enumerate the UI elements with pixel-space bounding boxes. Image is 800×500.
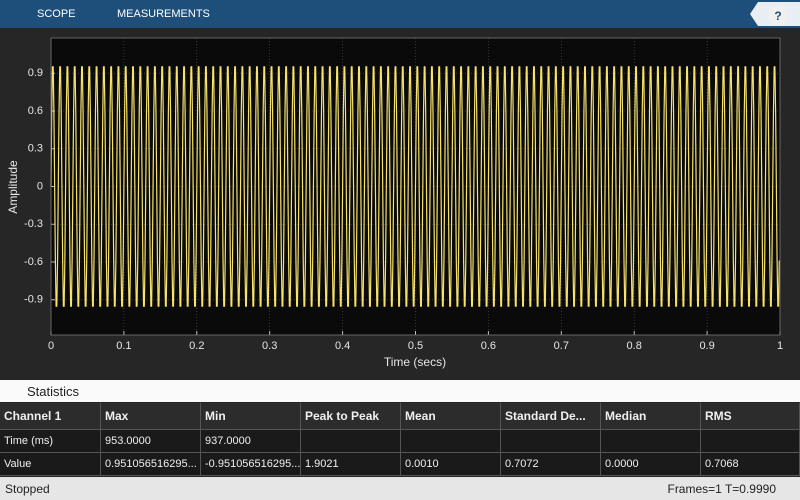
- tab[interactable]: MEASUREMENTS: [117, 8, 210, 20]
- table-cell: 937.0000: [201, 430, 301, 453]
- y-tick-label: -0.9: [24, 294, 43, 306]
- x-tick-label: 0.5: [408, 340, 423, 352]
- y-tick-label: 0.9: [28, 67, 43, 79]
- x-axis-label: Time (secs): [384, 355, 446, 369]
- statistics-table: Channel 1MaxMinPeak to PeakMeanStandard …: [0, 403, 800, 476]
- table-cell: -0.951056516295...: [201, 453, 301, 476]
- status-bar: Stopped Frames=1 T=0.9990: [0, 477, 800, 500]
- x-tick-label: 1: [777, 340, 783, 352]
- y-tick-label: 0: [37, 180, 43, 192]
- status-frames: Frames=1 T=0.9990: [667, 482, 776, 496]
- y-tick-label: 0.6: [28, 105, 43, 117]
- x-tick-label: 0: [48, 340, 54, 352]
- column-header: Max: [101, 403, 201, 430]
- x-tick-label: 0.3: [262, 340, 277, 352]
- table-cell: [401, 430, 501, 453]
- column-header: Peak to Peak: [301, 403, 401, 430]
- table-cell: [501, 430, 601, 453]
- x-tick-label: 0.2: [189, 340, 204, 352]
- x-tick-label: 0.1: [116, 340, 131, 352]
- chart: Time (secs) Amplitude -0.9 -0.6 -0.3 0 0.3 0.…: [0, 28, 800, 378]
- y-tick-label: 0.3: [28, 143, 43, 155]
- x-tick-label: 0.7: [554, 340, 569, 352]
- x-tick-label: 0.4: [335, 340, 350, 352]
- column-header: Min: [201, 403, 301, 430]
- toolbar: SCOPE MEASUREMENTS ?: [0, 0, 800, 28]
- statistics-header: Statistics: [0, 380, 800, 402]
- table-cell: 0.7072: [501, 453, 601, 476]
- table-cell: Value: [0, 453, 101, 476]
- x-tick-label: 0.8: [627, 340, 642, 352]
- statistics-title: Statistics: [27, 384, 79, 399]
- table-cell: 1.9021: [301, 453, 401, 476]
- y-axis-label: Amplitude: [6, 160, 20, 214]
- table-cell: 953.0000: [101, 430, 201, 453]
- tab[interactable]: SCOPE: [37, 8, 76, 20]
- y-tick-label: -0.3: [24, 218, 43, 230]
- x-tick-label: 0.6: [481, 340, 496, 352]
- x-tick-label: 0.9: [699, 340, 714, 352]
- help-button[interactable]: ?: [768, 6, 788, 26]
- column-header: Mean: [401, 403, 501, 430]
- column-header: Median: [601, 403, 701, 430]
- status-state: Stopped: [5, 482, 50, 496]
- table-cell: 0.0000: [601, 453, 701, 476]
- help-area: ?: [750, 2, 800, 26]
- column-header: Standard De...: [501, 403, 601, 430]
- table-cell: 0.0010: [401, 453, 501, 476]
- table-cell: [601, 430, 701, 453]
- table-cell: [301, 430, 401, 453]
- table-cell: Time (ms): [0, 430, 101, 453]
- table-cell: 0.951056516295...: [101, 453, 201, 476]
- column-header: Channel 1: [0, 403, 101, 430]
- table-cell: 0.7068: [701, 453, 800, 476]
- column-header: RMS: [701, 403, 800, 430]
- y-tick-label: -0.6: [24, 256, 43, 268]
- table-cell: [701, 430, 800, 453]
